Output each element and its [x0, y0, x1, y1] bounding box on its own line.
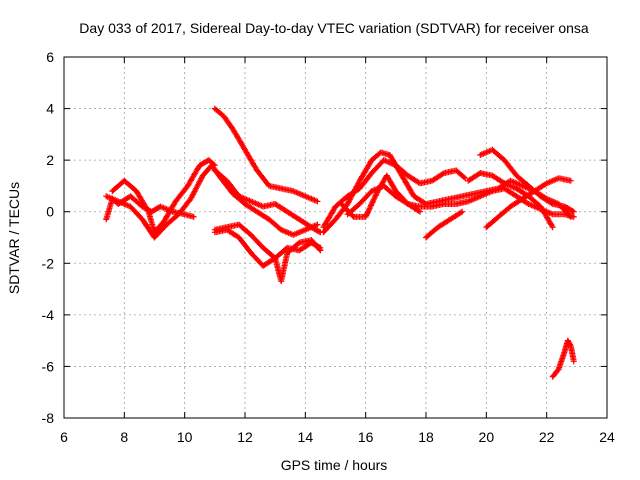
- data-point-markers: [109, 157, 218, 236]
- data-point-markers: [423, 208, 466, 241]
- y-tick-label: 0: [46, 204, 54, 220]
- y-axis-label: SDTVAR / TECUs: [6, 182, 22, 294]
- series-track-c: [109, 157, 218, 236]
- x-axis-label: GPS time / hours: [281, 457, 388, 473]
- series-track-o: [483, 175, 574, 231]
- x-tick-label: 6: [60, 429, 68, 445]
- x-tick-label: 14: [298, 429, 314, 445]
- series-track-e: [211, 167, 324, 236]
- plot-frame: [63, 56, 608, 419]
- y-tick-label: 2: [46, 152, 54, 168]
- x-tick-label: 8: [120, 429, 128, 445]
- data-point-markers: [211, 226, 324, 269]
- y-tick-label: 6: [46, 49, 54, 65]
- series-track-p: [549, 337, 577, 380]
- y-tick-label: 4: [46, 101, 54, 117]
- y-tick-label: -6: [42, 358, 55, 374]
- x-tick-label: 12: [237, 429, 253, 445]
- data-point-markers: [477, 146, 577, 215]
- data-point-markers: [211, 105, 321, 205]
- x-tick-label: 24: [599, 429, 615, 445]
- series-track-m: [477, 146, 577, 215]
- x-tick-label: 22: [539, 429, 555, 445]
- x-tick-labels: 6 8 10 12 14 16 18 20 22 24: [60, 429, 615, 445]
- data-point-markers: [465, 170, 556, 231]
- data-point-markers: [549, 337, 577, 380]
- data-point-markers: [338, 172, 423, 220]
- series-track-g: [211, 226, 324, 269]
- y-tick-label: -8: [42, 410, 55, 426]
- axis-ticks: [63, 56, 608, 419]
- series-track-l: [423, 208, 466, 241]
- x-tick-label: 10: [177, 429, 193, 445]
- data-point-markers: [211, 167, 324, 236]
- y-tick-label: -4: [42, 307, 55, 323]
- chart-title: Day 033 of 2017, Sidereal Day-to-day VTE…: [79, 20, 589, 36]
- y-tick-label: -2: [42, 255, 55, 271]
- series-track-k: [338, 172, 423, 220]
- y-tick-labels: -8 -6 -4 -2 0 2 4 6: [42, 49, 55, 426]
- data-point-markers: [483, 175, 574, 231]
- x-tick-label: 18: [418, 429, 434, 445]
- data-points: [103, 105, 577, 380]
- series-track-d: [211, 105, 321, 205]
- series-track-n: [465, 170, 556, 231]
- data-point-markers: [320, 157, 469, 231]
- x-tick-label: 20: [479, 429, 495, 445]
- x-tick-label: 16: [358, 429, 374, 445]
- series-track-i: [320, 157, 469, 231]
